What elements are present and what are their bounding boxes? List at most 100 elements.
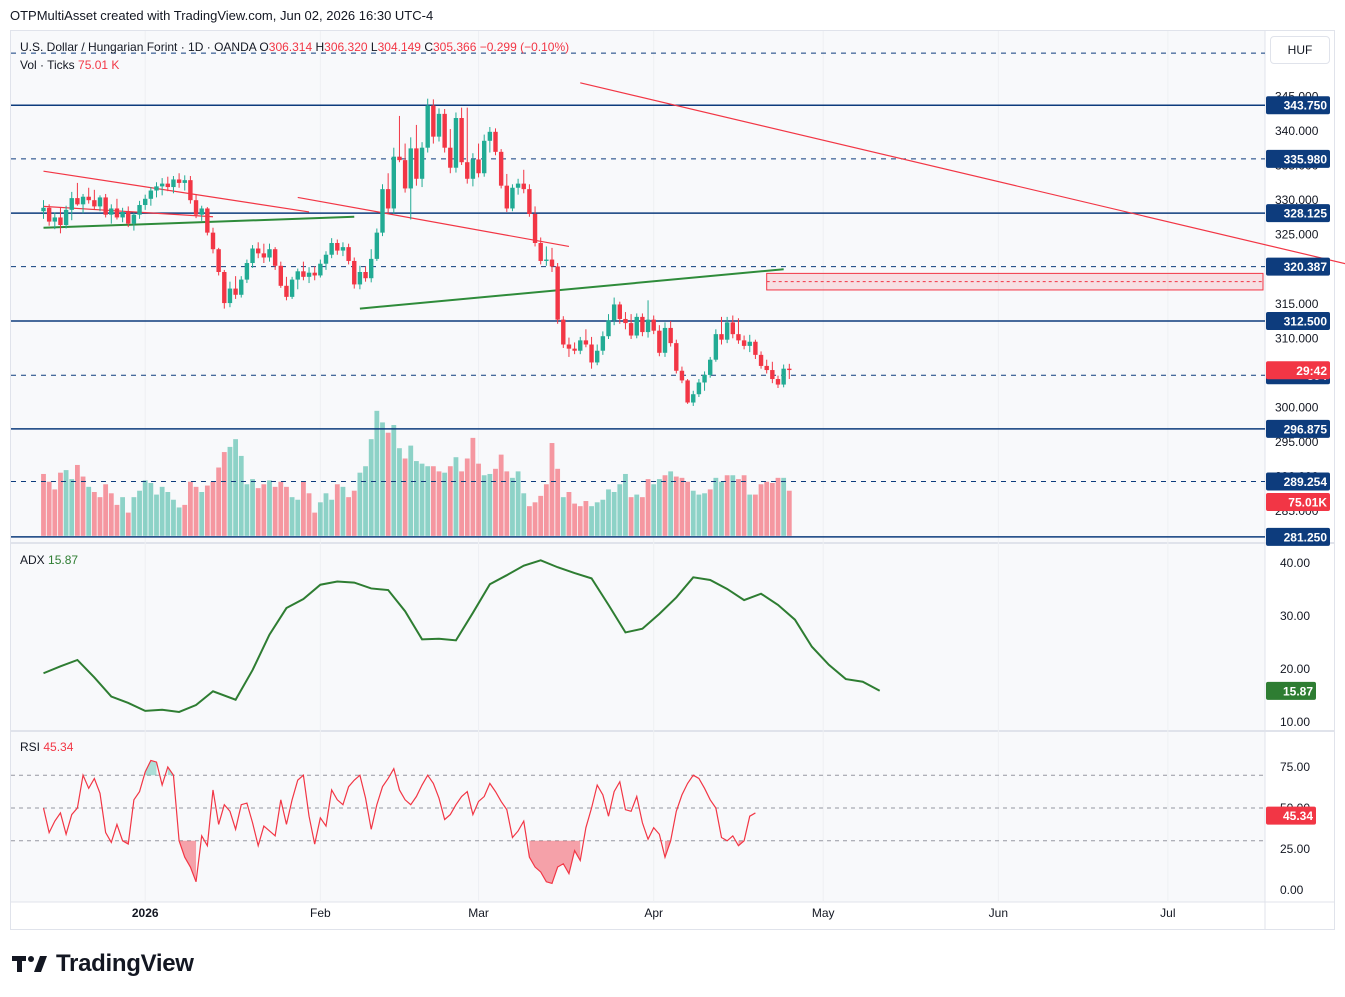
- candle-body: [758, 354, 764, 366]
- open-value: 306.314: [268, 40, 313, 54]
- volume-bar: [289, 497, 295, 536]
- time-axis-label: Jul: [1160, 906, 1175, 920]
- volume-legend[interactable]: Vol · Ticks 75.01 K: [20, 58, 119, 72]
- candle-body: [566, 344, 572, 349]
- currency-button[interactable]: HUF: [1270, 36, 1330, 64]
- volume-bar: [685, 481, 690, 536]
- adx-label: ADX: [20, 553, 45, 567]
- candle-body: [391, 156, 396, 209]
- candle-body: [578, 340, 583, 351]
- volume-bar: [538, 495, 544, 536]
- candle-body: [380, 189, 385, 233]
- candle-body: [402, 160, 408, 189]
- volume-bar: [736, 479, 741, 536]
- volume-bar: [521, 493, 527, 536]
- candle-body: [58, 217, 63, 226]
- volume-bar: [402, 458, 408, 536]
- volume-bar: [142, 480, 148, 536]
- candle-body: [561, 319, 566, 345]
- volume-bar: [210, 481, 216, 536]
- rsi-value-label: 45.34: [1283, 809, 1313, 823]
- symbol-legend[interactable]: U.S. Dollar / Hungarian Forint · 1D · OA…: [20, 40, 569, 54]
- candle-body: [719, 334, 724, 340]
- volume-bar: [97, 497, 103, 536]
- volume-bar: [651, 484, 657, 536]
- volume-bar: [374, 410, 380, 536]
- tradingview-logo[interactable]: TradingView: [12, 950, 194, 978]
- volume-bar: [250, 479, 255, 536]
- price-label-text: 296.875: [1284, 422, 1328, 436]
- candle-body: [80, 196, 86, 205]
- candle-body: [730, 322, 735, 335]
- volume-bar: [442, 472, 448, 536]
- candle-body: [521, 183, 526, 190]
- candle-body: [267, 249, 272, 258]
- candle-body: [250, 248, 255, 264]
- symbol-title[interactable]: U.S. Dollar / Hungarian Forint · 1D · OA…: [20, 40, 257, 54]
- candle-body: [120, 211, 125, 218]
- volume-bar: [419, 463, 425, 536]
- candle-body: [374, 232, 380, 259]
- candle-body: [713, 334, 719, 360]
- volume-label: Vol · Ticks: [20, 58, 75, 72]
- candle-body: [352, 260, 357, 285]
- rsi-pane-bg: [11, 732, 1265, 902]
- volume-bar: [351, 490, 357, 536]
- candle-body: [628, 323, 634, 336]
- candle-body: [419, 147, 425, 179]
- volume-bar: [188, 481, 193, 536]
- volume-bar: [645, 479, 651, 536]
- low-value: 304.149: [377, 40, 421, 54]
- price-tick-label: 300.000: [1275, 400, 1319, 414]
- candle-body: [239, 279, 244, 295]
- candle-body: [668, 327, 673, 344]
- change-value: −0.299 (−0.10%): [479, 40, 570, 54]
- adx-pane-bg: [11, 544, 1265, 730]
- volume-bar: [397, 448, 402, 536]
- volume-bar: [137, 490, 142, 536]
- price-label-text: 343.750: [1284, 99, 1328, 113]
- candle-body: [154, 186, 159, 191]
- price-label-text: 328.125: [1284, 207, 1328, 221]
- volume-bar: [75, 464, 80, 536]
- candle-body: [708, 359, 713, 375]
- candle-body: [459, 118, 464, 163]
- volume-bar: [690, 490, 696, 536]
- candle-body: [41, 207, 46, 212]
- rsi-label: RSI: [20, 740, 41, 754]
- volume-bar: [696, 494, 702, 536]
- volume-bar: [346, 497, 351, 536]
- rsi-legend[interactable]: RSI 45.34: [20, 740, 73, 754]
- volume-bar: [261, 484, 267, 536]
- candle-body: [131, 214, 137, 224]
- candle-body: [256, 248, 261, 254]
- candle-body: [736, 334, 741, 341]
- rsi-tick-label: 75.00: [1280, 760, 1310, 774]
- candle-body: [544, 259, 549, 261]
- candle-body: [498, 151, 504, 186]
- candle-body: [691, 394, 696, 403]
- candle-body: [340, 247, 346, 251]
- candle-body: [482, 140, 487, 174]
- time-axis-label: May: [812, 906, 835, 920]
- volume-bar: [80, 476, 86, 536]
- adx-legend[interactable]: ADX 15.87: [20, 553, 78, 567]
- candle-body: [414, 148, 419, 179]
- volume-bar: [199, 492, 205, 536]
- candle-body: [284, 285, 289, 297]
- volume-bar: [504, 471, 510, 536]
- volume-bar: [295, 499, 301, 536]
- tradingview-logo-icon: [12, 956, 47, 972]
- volume-bar: [719, 481, 724, 536]
- candle-body: [205, 208, 210, 233]
- candle-body: [289, 279, 295, 297]
- volume-bar: [668, 471, 674, 536]
- candle-body: [335, 242, 340, 251]
- volume-bar: [272, 486, 278, 536]
- volume-bar: [391, 424, 397, 536]
- volume-bar: [532, 502, 538, 536]
- candle-body: [199, 208, 204, 215]
- adx-tick-label: 30.00: [1280, 609, 1310, 623]
- open-label: O: [259, 40, 269, 54]
